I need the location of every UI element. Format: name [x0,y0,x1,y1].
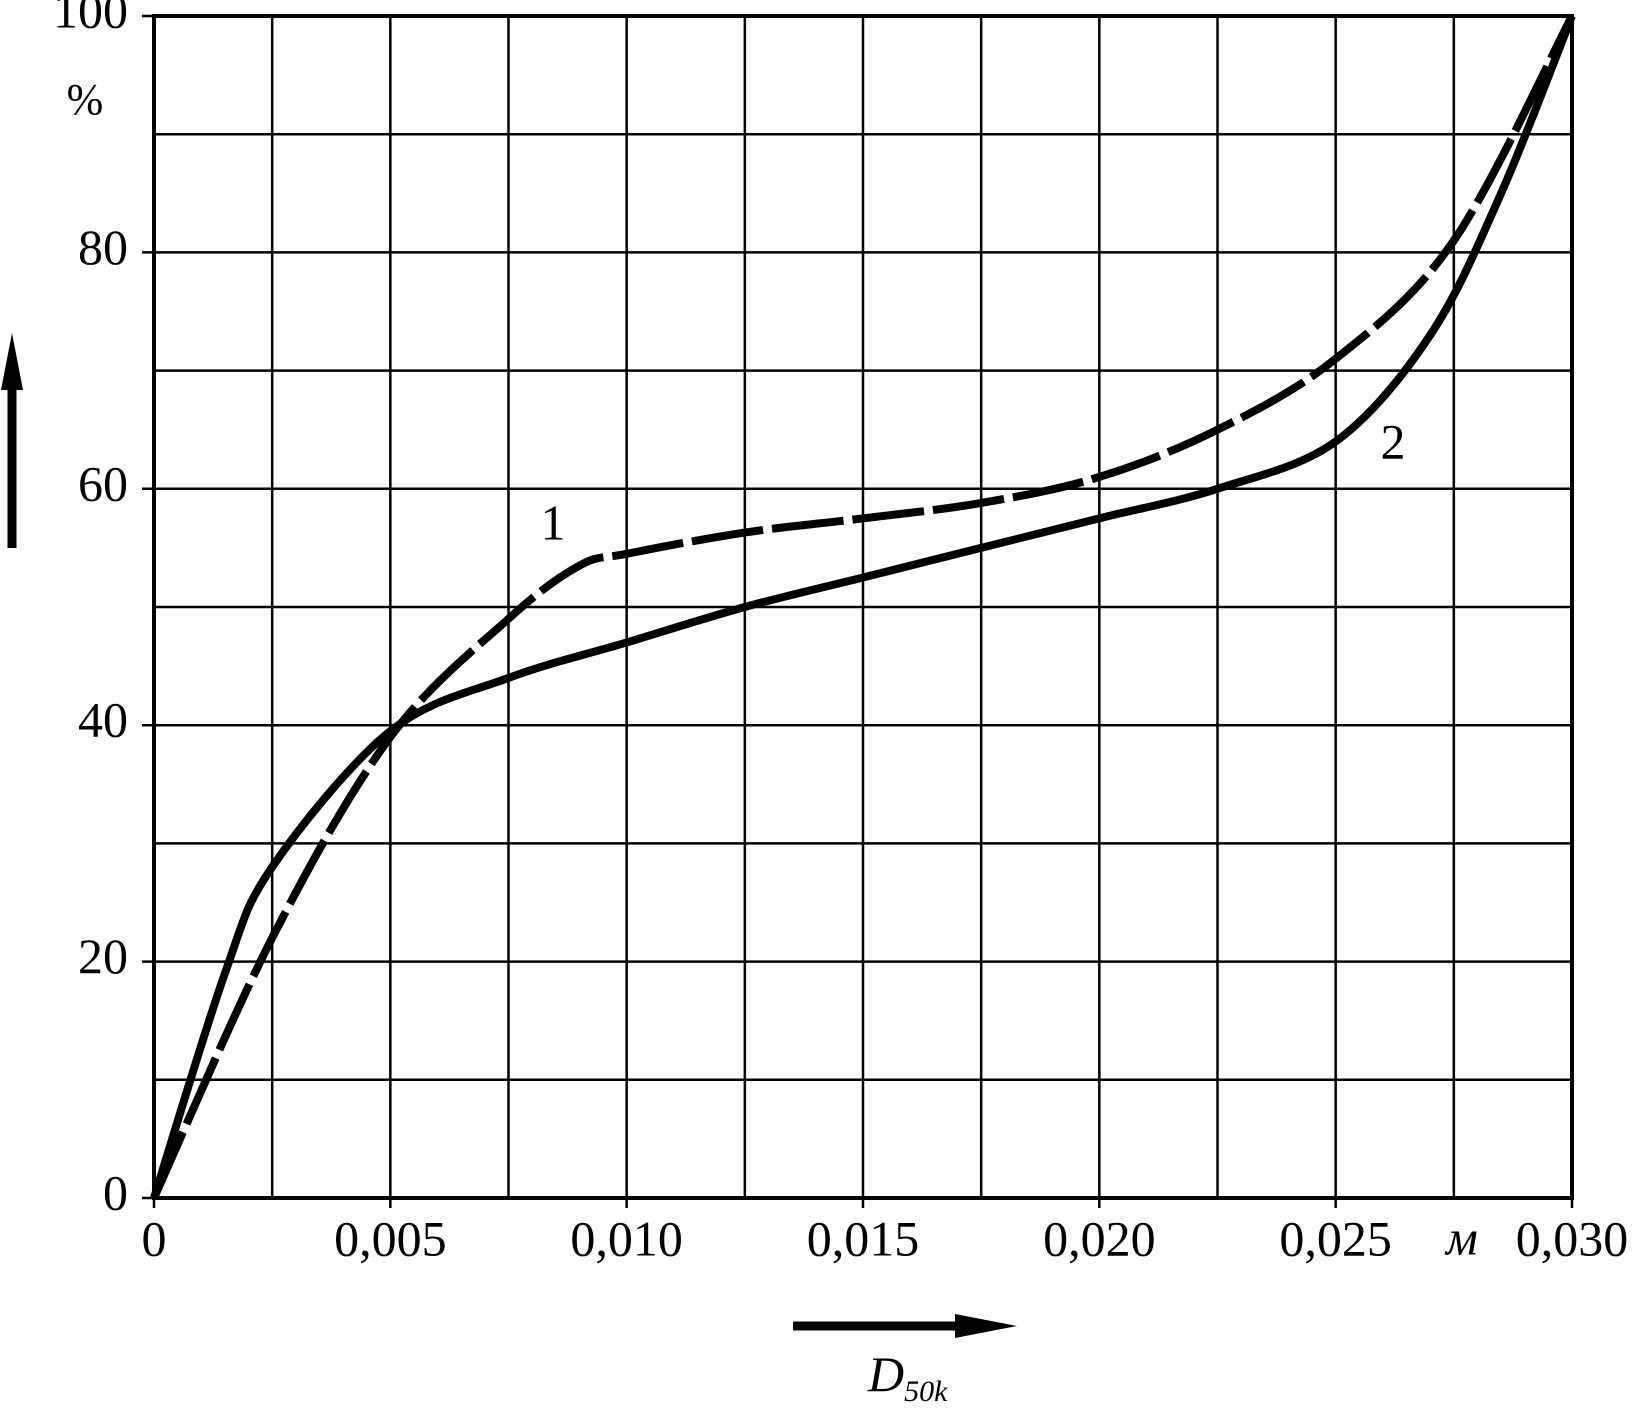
y-unit: % [67,75,104,124]
x-tick-label: 0,025 [1279,1210,1392,1266]
y-tick-label: 0 [103,1164,128,1220]
x-tick-label: 0,005 [334,1210,447,1266]
x-tick-label: 0,015 [807,1210,920,1266]
y-tick-label: 60 [78,455,128,511]
x-axis-label: D50k [867,1346,948,1407]
plot-frame [152,14,1574,1200]
line-series [150,14,1576,1200]
y-tick-label: 40 [78,692,128,748]
x-tick-label: 0,020 [1043,1210,1156,1266]
y-tick-label: 100 [53,0,128,38]
x-label-subscript: 50k [904,1375,948,1408]
y-arrow [1,333,23,548]
series-label: 2 [1381,413,1406,469]
x-tick-label: 0 [142,1210,167,1266]
series-label: 1 [541,494,566,550]
x-label-main: D [867,1346,904,1402]
x-tick-label: 0,030 [1516,1210,1629,1266]
line-series [150,14,1576,1200]
y-tick-label: 80 [78,219,128,275]
y-tick-label: 20 [78,928,128,984]
x-tick-label: 0,010 [570,1210,683,1266]
x-unit: м [1444,1209,1478,1265]
x-arrow [793,1314,1017,1338]
